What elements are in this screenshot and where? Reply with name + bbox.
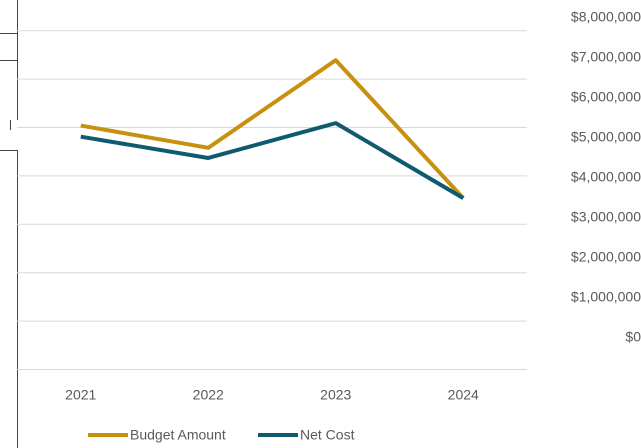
series-line	[80, 58, 465, 200]
x-tick-label: 2023	[320, 387, 351, 403]
series-line	[80, 121, 465, 200]
x-tick-label: 2021	[65, 387, 96, 403]
frame-artifacts	[0, 0, 18, 448]
y-tick-label: $2,000,000	[571, 249, 641, 265]
legend-label: Budget Amount	[130, 427, 226, 443]
y-tick-label: $3,000,000	[571, 209, 641, 225]
y-tick-label: $5,000,000	[571, 129, 641, 145]
y-tick-label: $0	[625, 329, 641, 345]
y-tick-label: $8,000,000	[571, 9, 641, 25]
y-tick-label: $7,000,000	[571, 49, 641, 65]
legend-label: Net Cost	[300, 427, 355, 443]
y-tick-label: $4,000,000	[571, 169, 641, 185]
y-tick-label: $1,000,000	[571, 289, 641, 305]
x-tick-label: 2022	[193, 387, 224, 403]
x-tick-label: 2024	[448, 387, 479, 403]
y-tick-label: $6,000,000	[571, 89, 641, 105]
